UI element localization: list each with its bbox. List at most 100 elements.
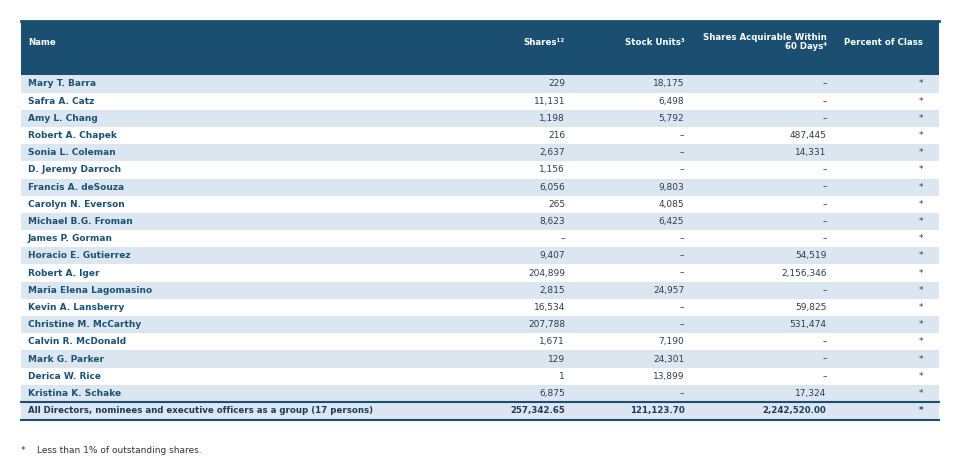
Text: 2,815: 2,815 bbox=[540, 286, 565, 295]
Text: Francis A. deSouza: Francis A. deSouza bbox=[28, 183, 124, 192]
Text: 121,123.70: 121,123.70 bbox=[630, 406, 684, 415]
Bar bbox=[21, 110, 939, 127]
Text: Shares¹²: Shares¹² bbox=[524, 38, 565, 47]
Text: 6,498: 6,498 bbox=[659, 97, 684, 106]
Text: –: – bbox=[822, 114, 827, 123]
Bar bbox=[21, 93, 939, 110]
Text: –: – bbox=[822, 200, 827, 209]
Text: –: – bbox=[680, 148, 684, 157]
Text: 14,331: 14,331 bbox=[795, 148, 827, 157]
Text: –: – bbox=[680, 131, 684, 140]
Text: –: – bbox=[680, 389, 684, 398]
Text: Amy L. Chang: Amy L. Chang bbox=[28, 114, 98, 123]
Text: *: * bbox=[919, 148, 923, 157]
Text: 207,788: 207,788 bbox=[528, 320, 565, 329]
Text: Kristina K. Schake: Kristina K. Schake bbox=[28, 389, 121, 398]
Text: *: * bbox=[919, 234, 923, 243]
Text: *: * bbox=[919, 183, 923, 192]
Bar bbox=[21, 316, 939, 333]
Text: Stock Units³: Stock Units³ bbox=[625, 38, 684, 47]
Text: All Directors, nominees and executive officers as a group (17 persons): All Directors, nominees and executive of… bbox=[28, 406, 372, 415]
Text: Mark G. Parker: Mark G. Parker bbox=[28, 355, 104, 364]
Text: –: – bbox=[822, 372, 827, 381]
Text: Horacio E. Gutierrez: Horacio E. Gutierrez bbox=[28, 252, 131, 260]
Text: 16,534: 16,534 bbox=[534, 303, 565, 312]
Text: Kevin A. Lansberry: Kevin A. Lansberry bbox=[28, 303, 124, 312]
Text: 24,957: 24,957 bbox=[653, 286, 684, 295]
Text: 6,056: 6,056 bbox=[540, 183, 565, 192]
Text: 60 Days⁴: 60 Days⁴ bbox=[784, 42, 827, 51]
Text: *: * bbox=[919, 286, 923, 295]
Text: Robert A. Iger: Robert A. Iger bbox=[28, 268, 99, 277]
Text: *: * bbox=[919, 114, 923, 123]
Text: –: – bbox=[822, 286, 827, 295]
Text: Percent of Class: Percent of Class bbox=[844, 38, 923, 47]
Text: –: – bbox=[822, 183, 827, 192]
Text: *: * bbox=[919, 303, 923, 312]
Text: *: * bbox=[919, 131, 923, 140]
Bar bbox=[21, 21, 939, 75]
Text: 531,474: 531,474 bbox=[790, 320, 827, 329]
Text: 17,324: 17,324 bbox=[796, 389, 827, 398]
Text: Carolyn N. Everson: Carolyn N. Everson bbox=[28, 200, 125, 209]
Text: –: – bbox=[680, 320, 684, 329]
Text: 487,445: 487,445 bbox=[790, 131, 827, 140]
Text: 265: 265 bbox=[548, 200, 565, 209]
Bar bbox=[21, 230, 939, 247]
Text: 11,131: 11,131 bbox=[534, 97, 565, 106]
Bar bbox=[21, 282, 939, 299]
Text: 9,803: 9,803 bbox=[659, 183, 684, 192]
Text: –: – bbox=[680, 234, 684, 243]
Bar bbox=[21, 213, 939, 230]
Text: 4,085: 4,085 bbox=[659, 200, 684, 209]
Text: Derica W. Rice: Derica W. Rice bbox=[28, 372, 101, 381]
Text: *: * bbox=[919, 337, 923, 346]
Text: 6,425: 6,425 bbox=[659, 217, 684, 226]
Text: 229: 229 bbox=[548, 80, 565, 89]
Bar bbox=[21, 179, 939, 196]
Text: *: * bbox=[919, 165, 923, 174]
Text: –: – bbox=[561, 234, 565, 243]
Bar bbox=[21, 127, 939, 144]
Text: Name: Name bbox=[28, 38, 56, 47]
Text: Mary T. Barra: Mary T. Barra bbox=[28, 80, 96, 89]
Bar bbox=[21, 350, 939, 367]
Text: 1,156: 1,156 bbox=[540, 165, 565, 174]
Text: –: – bbox=[680, 268, 684, 277]
Text: 59,825: 59,825 bbox=[795, 303, 827, 312]
Text: 1,198: 1,198 bbox=[540, 114, 565, 123]
Bar bbox=[21, 75, 939, 92]
Text: –: – bbox=[680, 252, 684, 260]
Text: *: * bbox=[919, 80, 923, 89]
Text: 13,899: 13,899 bbox=[653, 372, 684, 381]
Text: Robert A. Chapek: Robert A. Chapek bbox=[28, 131, 117, 140]
Text: 129: 129 bbox=[548, 355, 565, 364]
Text: Maria Elena Lagomasino: Maria Elena Lagomasino bbox=[28, 286, 152, 295]
Text: 2,242,520.00: 2,242,520.00 bbox=[763, 406, 827, 415]
Text: 24,301: 24,301 bbox=[653, 355, 684, 364]
Bar bbox=[21, 299, 939, 316]
Text: 216: 216 bbox=[548, 131, 565, 140]
Text: 18,175: 18,175 bbox=[653, 80, 684, 89]
Bar bbox=[21, 385, 939, 402]
Text: 6,875: 6,875 bbox=[540, 389, 565, 398]
Text: –: – bbox=[822, 165, 827, 174]
Text: –: – bbox=[822, 97, 827, 106]
Text: Christine M. McCarthy: Christine M. McCarthy bbox=[28, 320, 141, 329]
Text: 1,671: 1,671 bbox=[540, 337, 565, 346]
Text: *: * bbox=[919, 217, 923, 226]
Text: *: * bbox=[919, 200, 923, 209]
Text: *: * bbox=[919, 268, 923, 277]
Text: 2,156,346: 2,156,346 bbox=[781, 268, 827, 277]
Text: Calvin R. McDonald: Calvin R. McDonald bbox=[28, 337, 126, 346]
Text: D. Jeremy Darroch: D. Jeremy Darroch bbox=[28, 165, 121, 174]
Text: James P. Gorman: James P. Gorman bbox=[28, 234, 113, 243]
Text: 54,519: 54,519 bbox=[795, 252, 827, 260]
Text: –: – bbox=[822, 234, 827, 243]
Bar bbox=[21, 161, 939, 179]
Text: –: – bbox=[822, 80, 827, 89]
Text: 2,637: 2,637 bbox=[540, 148, 565, 157]
Bar bbox=[21, 333, 939, 350]
Bar bbox=[21, 144, 939, 161]
Bar bbox=[21, 196, 939, 213]
